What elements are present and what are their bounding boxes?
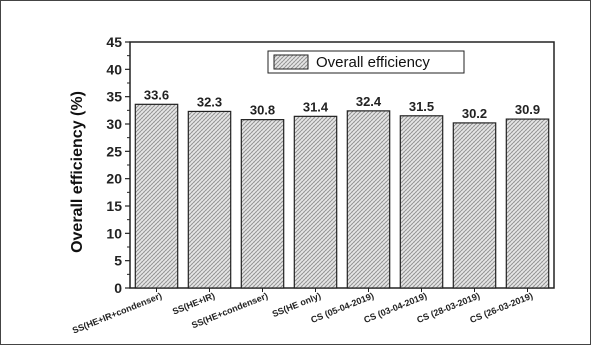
data-label: 32.4 <box>356 94 382 109</box>
y-tick-label: 45 <box>106 34 122 50</box>
y-tick-label: 40 <box>106 61 122 77</box>
legend-box <box>267 50 465 74</box>
data-label: 33.6 <box>144 87 169 102</box>
legend: Overall efficiency <box>267 50 465 74</box>
data-label: 32.3 <box>197 94 222 109</box>
data-label: 31.4 <box>303 99 329 114</box>
bar <box>399 115 444 289</box>
bar <box>452 122 497 289</box>
y-tick-label: 5 <box>114 253 122 269</box>
bar <box>293 115 338 289</box>
y-tick-label: 25 <box>106 143 122 159</box>
bar <box>346 110 391 289</box>
y-tick-label: 20 <box>106 171 122 187</box>
y-tick-label: 10 <box>106 225 122 241</box>
data-label: 31.5 <box>409 99 434 114</box>
bar <box>240 119 285 289</box>
y-tick-label: 35 <box>106 89 122 105</box>
bar <box>134 103 179 289</box>
bar <box>505 118 550 289</box>
data-label: 30.2 <box>462 106 487 121</box>
data-label: 30.8 <box>250 103 275 118</box>
y-tick-label: 15 <box>106 198 122 214</box>
legend-swatch <box>273 54 309 70</box>
y-tick-label: 30 <box>106 116 122 132</box>
bar <box>187 110 232 289</box>
x-tick-label: SS(HE+IR+condenser) <box>71 291 163 336</box>
y-tick-label: 0 <box>114 280 122 296</box>
data-label: 30.9 <box>515 102 540 117</box>
y-axis-title: Overall efficiency (%) <box>69 91 86 253</box>
legend-label: Overall efficiency <box>316 54 430 71</box>
